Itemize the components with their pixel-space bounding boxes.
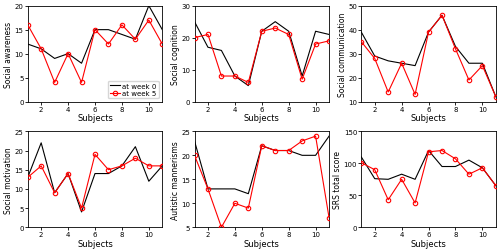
X-axis label: Subjects: Subjects bbox=[244, 239, 280, 248]
X-axis label: Subjects: Subjects bbox=[77, 239, 113, 248]
Y-axis label: Social awareness: Social awareness bbox=[4, 21, 13, 87]
Y-axis label: Social motivation: Social motivation bbox=[4, 146, 13, 213]
X-axis label: Subjects: Subjects bbox=[410, 114, 446, 123]
X-axis label: Subjects: Subjects bbox=[410, 239, 446, 248]
Y-axis label: SRS total score: SRS total score bbox=[333, 151, 342, 208]
Y-axis label: Autistic mannerisms: Autistic mannerisms bbox=[171, 140, 180, 219]
Legend: at week 0, at week 5: at week 0, at week 5 bbox=[108, 81, 159, 99]
Y-axis label: Social communication: Social communication bbox=[338, 12, 346, 97]
X-axis label: Subjects: Subjects bbox=[77, 114, 113, 123]
X-axis label: Subjects: Subjects bbox=[244, 114, 280, 123]
Y-axis label: Social cognition: Social cognition bbox=[171, 24, 180, 85]
